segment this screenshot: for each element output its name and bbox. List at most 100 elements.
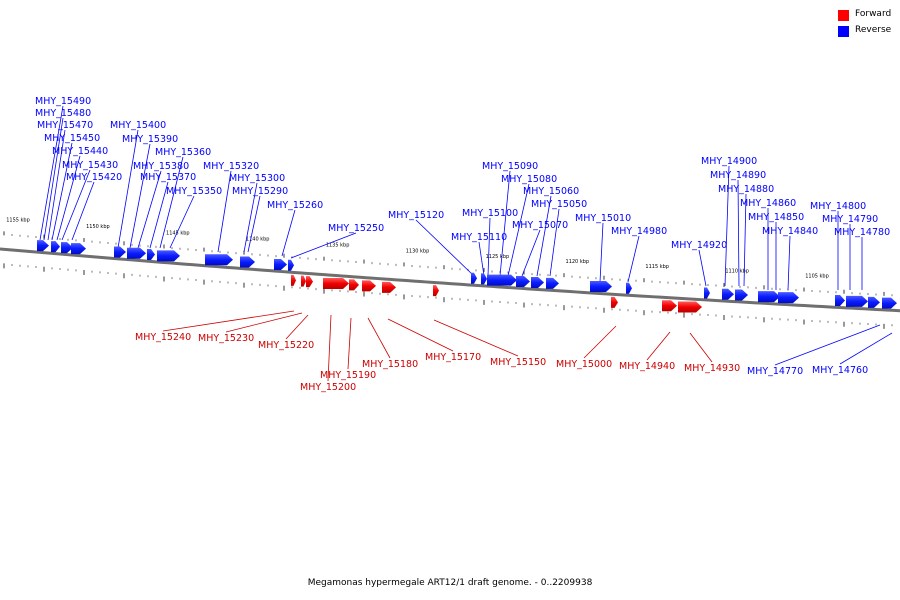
- reverse-gene-arrow[interactable]: [546, 277, 559, 289]
- reverse-gene-label[interactable]: MHY_15080: [501, 174, 557, 185]
- reverse-gene-arrow[interactable]: [487, 274, 517, 286]
- reverse-gene-label[interactable]: MHY_15290: [232, 186, 288, 197]
- reverse-gene-arrow[interactable]: [114, 246, 126, 258]
- reverse-gene-arrow[interactable]: [846, 295, 868, 307]
- reverse-gene-label[interactable]: MHY_14860: [740, 198, 796, 209]
- reverse-gene-label[interactable]: MHY_15010: [575, 213, 631, 224]
- forward-gene-arrow[interactable]: [306, 276, 313, 288]
- forward-gene-label[interactable]: MHY_14930: [684, 363, 740, 374]
- forward-gene-label[interactable]: MHY_15180: [362, 359, 418, 370]
- forward-gene-arrow[interactable]: [323, 278, 349, 290]
- reverse-gene-label[interactable]: MHY_15370: [140, 172, 196, 183]
- forward-gene-arrow[interactable]: [433, 285, 439, 297]
- forward-gene-label[interactable]: MHY_14940: [619, 361, 675, 372]
- reverse-gene-label[interactable]: MHY_15260: [267, 200, 323, 211]
- reverse-gene-label[interactable]: MHY_15090: [482, 161, 538, 172]
- reverse-leader-line: [169, 195, 195, 249]
- reverse-gene-label[interactable]: MHY_15110: [451, 232, 507, 243]
- forward-leader-line: [285, 314, 309, 340]
- forward-gene-arrow[interactable]: [301, 275, 306, 287]
- reverse-gene-label[interactable]: MHY_15420: [66, 172, 122, 183]
- reverse-gene-label[interactable]: MHY_15050: [531, 199, 587, 210]
- reverse-gene-label[interactable]: MHY_14770: [747, 366, 803, 377]
- forward-gene-label[interactable]: MHY_15170: [425, 352, 481, 363]
- reverse-leader-line: [839, 332, 893, 365]
- reverse-gene-arrow[interactable]: [722, 288, 734, 300]
- reverse-gene-arrow[interactable]: [61, 242, 73, 254]
- forward-gene-arrow[interactable]: [678, 301, 702, 313]
- reverse-gene-arrow[interactable]: [882, 297, 897, 309]
- reverse-gene-label[interactable]: MHY_14980: [611, 226, 667, 237]
- reverse-gene-arrow[interactable]: [835, 295, 845, 307]
- reverse-gene-label[interactable]: MHY_15430: [62, 160, 118, 171]
- forward-gene-label[interactable]: MHY_15190: [320, 370, 376, 381]
- reverse-gene-label[interactable]: MHY_14760: [812, 365, 868, 376]
- kbp-tick-label: 1150 kbp: [86, 224, 110, 230]
- forward-gene-arrow[interactable]: [611, 296, 618, 308]
- reverse-gene-label[interactable]: MHY_14790: [822, 214, 878, 225]
- forward-gene-arrow[interactable]: [291, 274, 296, 286]
- reverse-gene-label[interactable]: MHY_15480: [35, 108, 91, 119]
- reverse-gene-label[interactable]: MHY_15440: [52, 146, 108, 157]
- reverse-gene-label[interactable]: MHY_15400: [110, 120, 166, 131]
- forward-leader-line: [225, 312, 303, 333]
- forward-gene-arrow[interactable]: [362, 280, 376, 292]
- reverse-gene-arrow[interactable]: [274, 258, 287, 270]
- reverse-gene-label[interactable]: MHY_14780: [834, 227, 890, 238]
- reverse-gene-arrow[interactable]: [127, 247, 146, 259]
- reverse-gene-label[interactable]: MHY_15320: [203, 161, 259, 172]
- forward-gene-label[interactable]: MHY_15150: [490, 357, 546, 368]
- reverse-gene-label[interactable]: MHY_15390: [122, 134, 178, 145]
- reverse-gene-arrow[interactable]: [626, 282, 632, 294]
- reverse-gene-arrow[interactable]: [516, 275, 530, 287]
- reverse-gene-arrow[interactable]: [240, 256, 255, 268]
- forward-gene-label[interactable]: MHY_15220: [258, 340, 314, 351]
- reverse-gene-arrow[interactable]: [704, 287, 710, 299]
- reverse-gene-arrow[interactable]: [590, 281, 612, 293]
- forward-gene-label[interactable]: MHY_15230: [198, 333, 254, 344]
- reverse-gene-label[interactable]: MHY_14840: [762, 226, 818, 237]
- reverse-gene-label[interactable]: MHY_15250: [328, 223, 384, 234]
- forward-gene-arrow[interactable]: [349, 279, 359, 291]
- reverse-gene-label[interactable]: MHY_14880: [718, 184, 774, 195]
- reverse-gene-label[interactable]: MHY_15300: [229, 173, 285, 184]
- reverse-leader-line: [774, 324, 881, 366]
- reverse-gene-label[interactable]: MHY_15100: [462, 208, 518, 219]
- reverse-gene-label[interactable]: MHY_14920: [671, 240, 727, 251]
- forward-gene-arrow[interactable]: [382, 281, 396, 293]
- reverse-gene-label[interactable]: MHY_15450: [44, 133, 100, 144]
- reverse-gene-arrow[interactable]: [51, 241, 60, 253]
- reverse-gene-label[interactable]: MHY_14850: [748, 212, 804, 223]
- reverse-gene-label[interactable]: MHY_14800: [810, 201, 866, 212]
- reverse-gene-arrow[interactable]: [471, 272, 477, 284]
- reverse-gene-arrow[interactable]: [531, 276, 544, 288]
- forward-gene-label[interactable]: MHY_15000: [556, 359, 612, 370]
- reverse-gene-label[interactable]: MHY_15350: [166, 186, 222, 197]
- reverse-gene-label[interactable]: MHY_15380: [133, 161, 189, 172]
- reverse-gene-arrow[interactable]: [735, 289, 748, 301]
- reverse-gene-arrow[interactable]: [288, 259, 294, 271]
- reverse-gene-arrow[interactable]: [37, 240, 49, 252]
- reverse-gene-arrow[interactable]: [758, 291, 780, 303]
- reverse-gene-label[interactable]: MHY_14900: [701, 156, 757, 167]
- reverse-gene-label[interactable]: MHY_15470: [37, 120, 93, 131]
- reverse-gene-label[interactable]: MHY_15360: [155, 147, 211, 158]
- reverse-gene-arrow[interactable]: [205, 254, 233, 266]
- reverse-gene-arrow[interactable]: [868, 296, 880, 308]
- reverse-gene-arrow[interactable]: [778, 292, 799, 304]
- reverse-gene-label[interactable]: MHY_15070: [512, 220, 568, 231]
- reverse-gene-label[interactable]: MHY_15490: [35, 96, 91, 107]
- reverse-gene-arrow[interactable]: [147, 248, 155, 260]
- reverse-gene-arrow[interactable]: [157, 250, 180, 262]
- kbp-tick-label: 1155 kbp: [6, 218, 30, 224]
- forward-leader-line: [162, 310, 295, 332]
- reverse-gene-label[interactable]: MHY_15120: [388, 210, 444, 221]
- reverse-gene-label[interactable]: MHY_15060: [523, 186, 579, 197]
- reverse-gene-label[interactable]: MHY_14890: [710, 170, 766, 181]
- forward-gene-label[interactable]: MHY_15240: [135, 332, 191, 343]
- reverse-gene-arrow[interactable]: [481, 273, 487, 285]
- forward-gene-arrow[interactable]: [662, 300, 677, 312]
- forward-gene-label[interactable]: MHY_15200: [300, 382, 356, 393]
- reverse-gene-arrow[interactable]: [71, 243, 86, 255]
